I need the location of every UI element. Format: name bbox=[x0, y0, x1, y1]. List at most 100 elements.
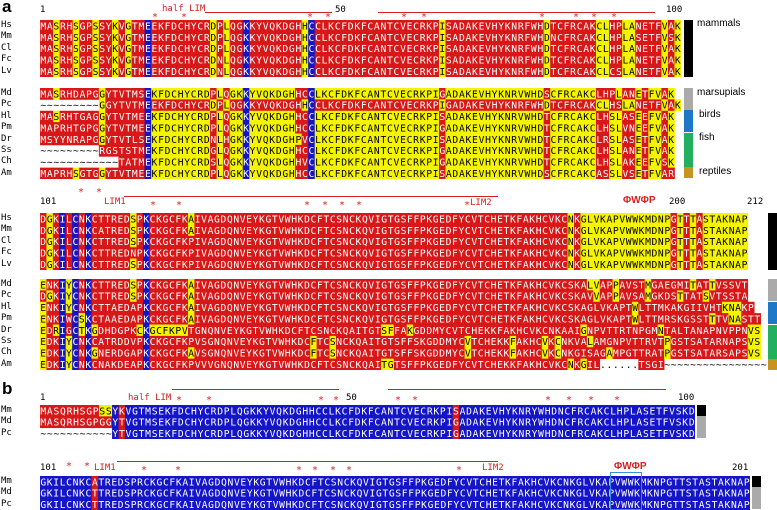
residue-letter: V bbox=[662, 56, 668, 67]
residue-letter: S bbox=[93, 33, 99, 44]
residue-letter: K bbox=[549, 337, 555, 348]
residue-cell bbox=[229, 99, 237, 112]
residue-cell bbox=[258, 213, 266, 225]
residue-letter: E bbox=[439, 280, 445, 291]
residue-cell bbox=[483, 235, 491, 248]
residue-letter: K bbox=[529, 226, 535, 237]
residue-letter: Q bbox=[356, 349, 362, 360]
residue-cell bbox=[522, 347, 530, 360]
residue-cell bbox=[340, 122, 348, 134]
residue-letter: K bbox=[53, 314, 59, 325]
residue-cell bbox=[635, 133, 643, 146]
residue-letter: C bbox=[484, 260, 490, 270]
residue-cell bbox=[451, 290, 459, 303]
residue-letter: T bbox=[504, 249, 510, 260]
residue-cell bbox=[342, 324, 350, 337]
residue-cell bbox=[458, 347, 466, 360]
residue-letter: S bbox=[73, 169, 79, 179]
residue-cell bbox=[667, 99, 675, 112]
residue-cell bbox=[353, 42, 361, 55]
a2-star: * bbox=[339, 200, 346, 211]
residue-letter: A bbox=[459, 169, 465, 179]
residue-cell bbox=[170, 167, 178, 179]
residue-letter: R bbox=[197, 169, 203, 179]
residue-letter: R bbox=[60, 169, 66, 179]
residue-letter: K bbox=[510, 360, 516, 370]
residue-letter: V bbox=[240, 237, 246, 248]
residue-letter: W bbox=[66, 314, 72, 325]
residue-letter: A bbox=[523, 314, 529, 325]
residue-cell bbox=[535, 358, 543, 370]
residue-letter: E bbox=[152, 33, 158, 44]
residue-letter: S bbox=[130, 292, 136, 303]
residue-cell bbox=[522, 258, 530, 270]
residue-cell bbox=[220, 224, 227, 237]
residue-letter: K bbox=[152, 169, 158, 179]
residue-letter: F bbox=[413, 249, 419, 260]
residue-cell bbox=[92, 20, 100, 32]
residue-letter: H bbox=[302, 56, 308, 67]
a1-star: * bbox=[307, 12, 314, 23]
residue-cell bbox=[497, 88, 505, 100]
residue-cell bbox=[220, 335, 227, 348]
residue-letter: L bbox=[66, 226, 72, 237]
residue-letter: C bbox=[72, 303, 78, 314]
residue-letter: H bbox=[295, 33, 301, 44]
residue-cell bbox=[676, 213, 684, 225]
residue-cell bbox=[400, 290, 408, 303]
residue-cell bbox=[641, 110, 649, 123]
residue-cell bbox=[181, 324, 189, 337]
residue-cell bbox=[175, 347, 182, 360]
residue-letter: A bbox=[367, 89, 373, 100]
residue-letter: P bbox=[433, 67, 439, 77]
residue-letter: D bbox=[537, 135, 543, 146]
residue-cell bbox=[310, 224, 318, 237]
residue-letter: M bbox=[446, 349, 452, 360]
residue-cell bbox=[586, 213, 594, 225]
residue-cell bbox=[622, 54, 630, 66]
residue-cell bbox=[548, 347, 556, 360]
residue-cell bbox=[353, 20, 361, 32]
residue-letter: H bbox=[184, 33, 190, 44]
residue-letter: N bbox=[233, 314, 239, 325]
residue-cell bbox=[59, 247, 67, 259]
residue-letter: K bbox=[574, 226, 580, 237]
residue-cell bbox=[138, 99, 146, 112]
residue-letter: E bbox=[642, 56, 648, 67]
residue-cell bbox=[252, 347, 260, 360]
residue-letter: L bbox=[587, 260, 593, 270]
residue-letter: A bbox=[98, 337, 104, 348]
residue-letter: D bbox=[348, 101, 354, 112]
residue-cell bbox=[79, 133, 87, 146]
residue-letter: V bbox=[662, 101, 668, 112]
residue-letter: A bbox=[452, 101, 458, 112]
residue-letter: D bbox=[282, 101, 288, 112]
residue-cell bbox=[157, 133, 165, 146]
residue-letter: A bbox=[606, 249, 612, 260]
residue-cell bbox=[393, 213, 401, 225]
residue-cell bbox=[334, 42, 342, 55]
residue-cell bbox=[59, 335, 67, 348]
residue-letter: V bbox=[368, 292, 374, 303]
residue-cell bbox=[445, 358, 453, 370]
residue-letter: N bbox=[79, 292, 85, 303]
residue-cell bbox=[329, 279, 337, 291]
residue-cell bbox=[386, 65, 394, 77]
residue-cell bbox=[445, 335, 453, 348]
residue-cell bbox=[162, 224, 170, 237]
residue-letter: C bbox=[349, 303, 355, 314]
residue-letter: T bbox=[690, 237, 696, 248]
residue-letter: C bbox=[551, 112, 557, 123]
residue-cell bbox=[419, 224, 427, 237]
residue-letter: N bbox=[343, 260, 349, 270]
residue-cell bbox=[72, 258, 79, 270]
residue-letter: K bbox=[259, 360, 265, 370]
residue-letter: C bbox=[328, 89, 334, 100]
residue-cell bbox=[438, 31, 446, 44]
residue-cell bbox=[91, 324, 99, 337]
residue-cell bbox=[66, 122, 74, 134]
residue-cell bbox=[236, 31, 244, 44]
residue-letter: A bbox=[523, 303, 529, 314]
residue-cell bbox=[342, 279, 350, 291]
